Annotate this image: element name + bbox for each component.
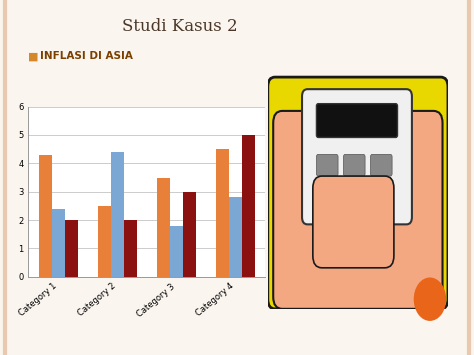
Bar — [229, 197, 242, 277]
FancyBboxPatch shape — [313, 176, 394, 268]
FancyBboxPatch shape — [273, 111, 443, 309]
Bar — [216, 149, 229, 277]
Circle shape — [414, 278, 446, 321]
FancyBboxPatch shape — [317, 154, 338, 176]
FancyBboxPatch shape — [317, 104, 398, 137]
Text: ■: ■ — [28, 51, 39, 61]
Bar — [111, 152, 124, 277]
FancyBboxPatch shape — [317, 203, 338, 224]
FancyBboxPatch shape — [344, 179, 365, 200]
FancyBboxPatch shape — [371, 154, 392, 176]
Legend: Series 1, Series 2, Series 3: Series 1, Series 2, Series 3 — [306, 174, 360, 209]
FancyBboxPatch shape — [344, 203, 365, 224]
Bar — [170, 226, 183, 277]
FancyBboxPatch shape — [268, 77, 448, 309]
Bar — [183, 192, 196, 277]
Bar — [52, 209, 65, 277]
FancyBboxPatch shape — [344, 227, 365, 248]
Text: Studi Kasus 2: Studi Kasus 2 — [122, 18, 238, 35]
FancyBboxPatch shape — [371, 203, 392, 224]
FancyBboxPatch shape — [317, 227, 338, 248]
Bar — [157, 178, 170, 277]
Bar — [65, 220, 78, 277]
FancyBboxPatch shape — [302, 89, 412, 224]
Bar — [39, 155, 52, 277]
Text: INFLASI DI ASIA: INFLASI DI ASIA — [40, 51, 133, 61]
FancyBboxPatch shape — [317, 179, 338, 200]
FancyBboxPatch shape — [344, 154, 365, 176]
Bar — [98, 206, 111, 277]
FancyBboxPatch shape — [371, 227, 392, 248]
Bar — [124, 220, 137, 277]
Bar — [242, 135, 255, 277]
FancyBboxPatch shape — [371, 179, 392, 200]
